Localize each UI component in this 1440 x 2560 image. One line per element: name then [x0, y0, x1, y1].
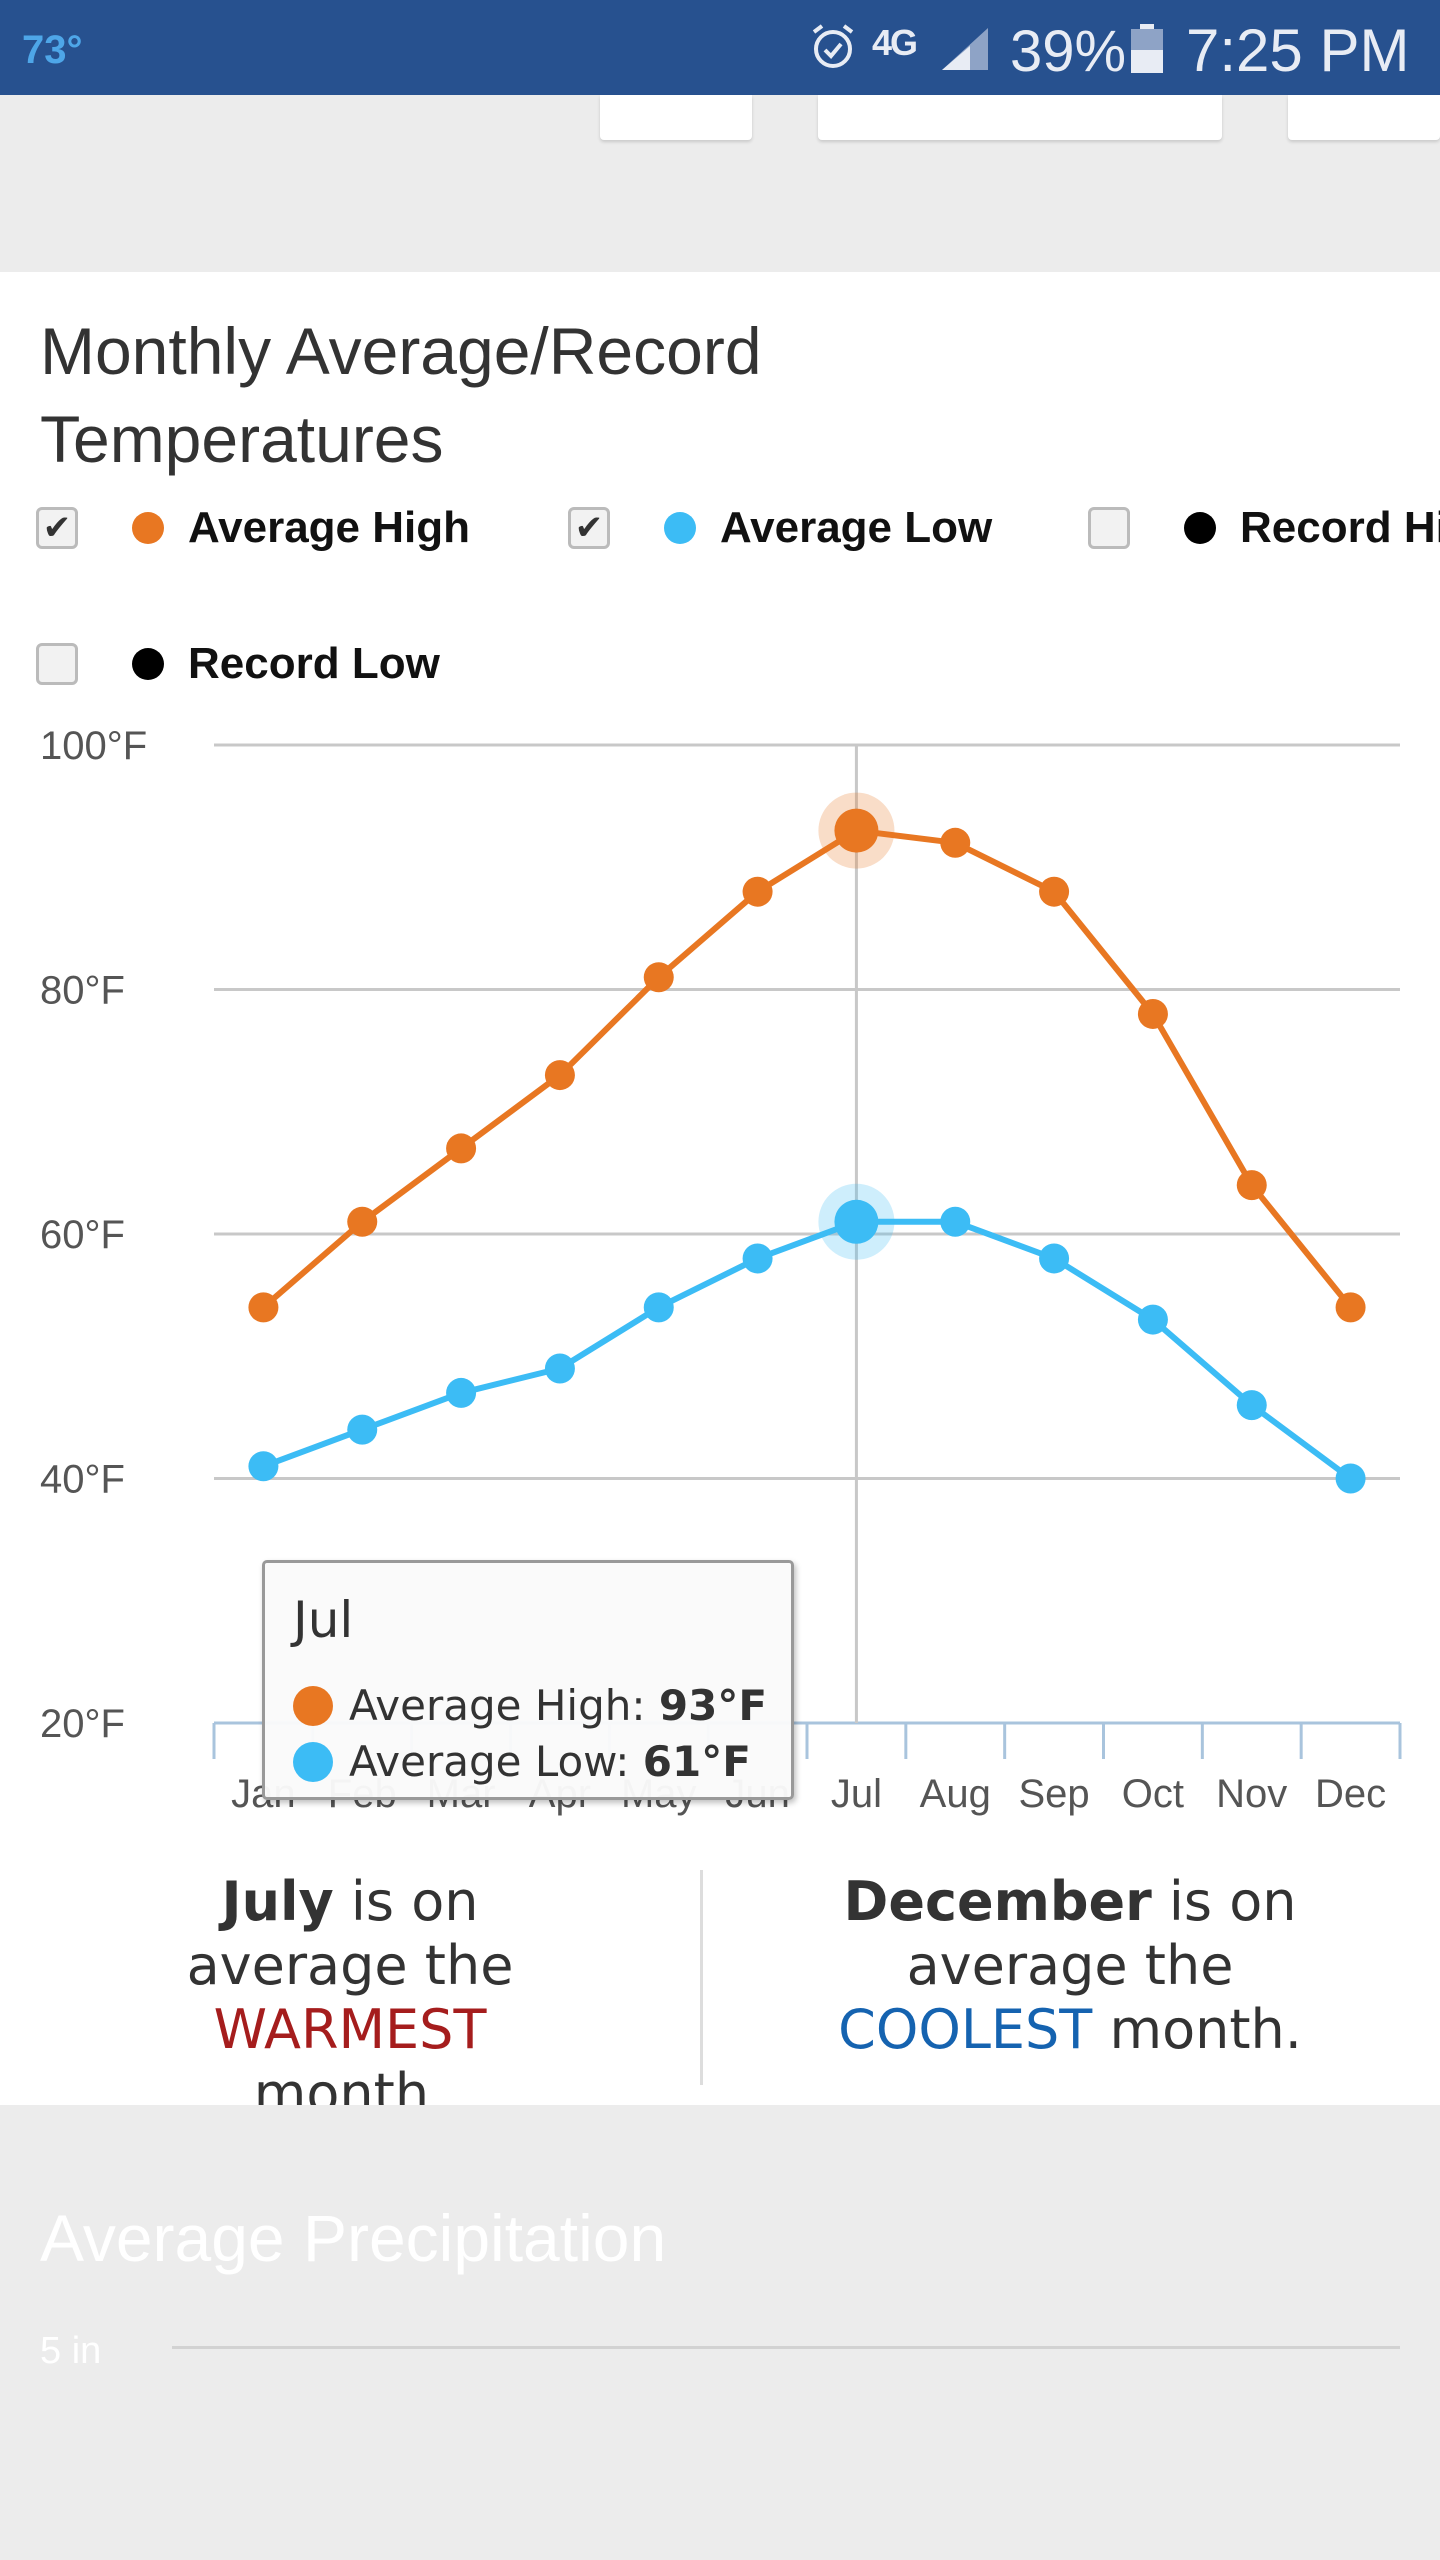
summary-panel: July is on average the WARMEST month. De…: [0, 1870, 1440, 2125]
warmest-word: WARMEST: [213, 1998, 487, 2061]
legend-checkbox-average-high[interactable]: ✔: [36, 507, 78, 549]
x-tick-label: Sep: [1018, 1772, 1089, 1816]
legend-item-average-high[interactable]: ✔ Average High: [36, 498, 470, 558]
tooltip-low-label: Average Low:: [349, 1737, 630, 1786]
battery-percent: 39%: [1010, 19, 1127, 84]
alarm-icon: [812, 24, 854, 68]
legend-marker-average-low: [664, 512, 696, 544]
top-card-right[interactable]: [1288, 95, 1440, 140]
y-tick-label: 80°F: [40, 969, 125, 1013]
warmest-summary: July is on average the WARMEST month.: [0, 1870, 700, 2126]
legend-label-record-high: Record High: [1240, 503, 1440, 552]
legend-label-average-high: Average High: [188, 503, 471, 552]
tooltip-row-low: Average Low: 61°F: [293, 1737, 751, 1786]
data-point-highlighted: [834, 1199, 879, 1244]
data-point: [544, 1060, 575, 1091]
legend-label-average-low: Average Low: [720, 503, 993, 552]
x-tick-label: Oct: [1122, 1772, 1184, 1816]
data-point: [1335, 1463, 1366, 1494]
temperature-chart[interactable]: 100°F80°F60°F40°F20°FJanFebMarAprMayJunJ…: [0, 720, 1440, 1870]
coolest-text-pre: is on average the: [906, 1870, 1297, 1997]
coolest-text-post: month.: [1092, 1998, 1302, 2061]
tooltip-high-label: Average High:: [349, 1681, 646, 1730]
data-point: [248, 1292, 279, 1323]
coolest-summary: December is on average the COOLEST month…: [720, 1870, 1420, 2062]
status-time: 7:25 PM: [1186, 17, 1410, 84]
data-point: [940, 1206, 971, 1237]
precipitation-section: Average Precipitation 5 in: [0, 2105, 1440, 2560]
tooltip-low-value: 61°F: [642, 1737, 751, 1786]
data-point: [1137, 1304, 1168, 1335]
top-card-middle[interactable]: [818, 95, 1222, 140]
warmest-text-pre: is on average the: [186, 1870, 514, 1997]
summary-divider: [700, 1870, 703, 2085]
data-point: [347, 1414, 378, 1445]
data-point: [1236, 1170, 1267, 1201]
data-point: [544, 1353, 575, 1384]
y-tick-label: 20°F: [40, 1702, 125, 1746]
chart-title: Monthly Average/Record Temperatures: [40, 314, 762, 476]
data-point: [446, 1377, 477, 1408]
tooltip-high-value: 93°F: [658, 1681, 768, 1730]
legend-marker-average-high: [132, 512, 164, 544]
coolest-month: December: [843, 1870, 1152, 1933]
chart-tooltip: Jul Average High: 93°F Average Low: 61°F: [262, 1560, 794, 1800]
temperature-section: Monthly Average/Record Temperatures ✔ Av…: [0, 272, 1440, 2125]
signal-icon: [942, 28, 988, 70]
precipitation-gridline: [172, 2346, 1400, 2349]
series-line: [262, 1218, 1353, 1481]
legend-item-record-low[interactable]: Record Low: [36, 634, 440, 694]
data-point: [1236, 1390, 1267, 1421]
data-point: [643, 1292, 674, 1323]
top-card-left[interactable]: [600, 95, 752, 140]
y-tick-label: 60°F: [40, 1213, 125, 1257]
data-point: [347, 1206, 378, 1237]
x-tick-label: Nov: [1216, 1772, 1287, 1816]
data-point: [248, 1451, 279, 1482]
coolest-word: COOLEST: [838, 1998, 1093, 2061]
precipitation-title: Average Precipitation: [40, 2201, 667, 2275]
data-point: [940, 827, 971, 858]
data-point: [1039, 876, 1070, 907]
data-point: [1137, 998, 1168, 1029]
legend-checkbox-average-low[interactable]: ✔: [568, 507, 610, 549]
legend-item-record-high[interactable]: Record High: [1088, 498, 1440, 558]
data-point: [446, 1133, 477, 1164]
legend-label-record-low: Record Low: [188, 639, 440, 688]
legend-checkbox-record-low[interactable]: [36, 643, 78, 685]
status-bar: 73° 4G 39% 7:25 PM: [0, 0, 1440, 95]
data-point-highlighted: [834, 808, 879, 853]
data-point: [1039, 1243, 1070, 1274]
x-tick-label: Jul: [831, 1772, 882, 1816]
warmest-month: July: [221, 1870, 334, 1933]
tooltip-row-high: Average High: 93°F: [293, 1681, 767, 1730]
precipitation-tick-label: 5 in: [40, 2330, 102, 2372]
network-type: 4G: [872, 22, 918, 63]
x-tick-label: Aug: [920, 1772, 991, 1816]
legend-checkbox-record-high[interactable]: [1088, 507, 1130, 549]
status-temperature: 73°: [22, 28, 83, 72]
tooltip-high-marker: [293, 1685, 333, 1726]
data-point: [1335, 1292, 1366, 1323]
y-tick-label: 40°F: [40, 1458, 125, 1502]
battery-icon: [1131, 24, 1163, 73]
legend-marker-record-high: [1184, 512, 1216, 544]
data-point: [643, 962, 674, 993]
legend-marker-record-low: [132, 648, 164, 680]
series-line: [261, 827, 1353, 1310]
legend-item-average-low[interactable]: ✔ Average Low: [568, 498, 992, 558]
x-tick-label: Dec: [1315, 1772, 1386, 1816]
tooltip-month: Jul: [293, 1591, 354, 1649]
data-point: [742, 1243, 773, 1274]
tooltip-low-marker: [293, 1741, 333, 1782]
y-tick-label: 100°F: [40, 724, 147, 768]
data-point: [742, 876, 773, 907]
